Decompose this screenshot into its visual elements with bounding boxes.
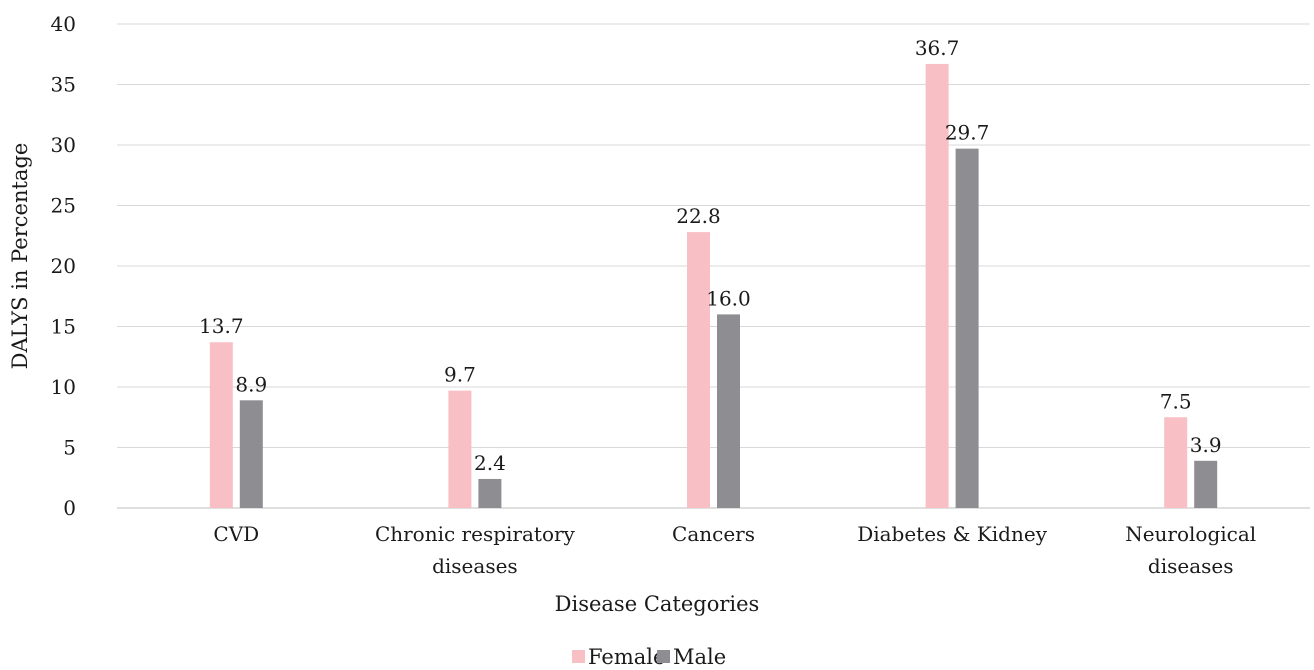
data-labels: 13.7 8.9 9.7 2.4 22.8 16.0 36.7 29.7 7.5 3.9 — [199, 36, 1222, 475]
y-axis-title: DALYS in Percentage — [8, 143, 32, 370]
data-label: 2.4 — [474, 451, 506, 475]
x-category-label: diseases — [1148, 554, 1234, 578]
y-tick-label: 20 — [51, 254, 76, 278]
bar-female — [209, 342, 233, 508]
data-label: 22.8 — [676, 204, 721, 228]
y-tick-label: 10 — [51, 375, 76, 399]
data-label: 7.5 — [1160, 389, 1192, 413]
legend: Female Male — [572, 645, 726, 669]
y-tick-label: 15 — [51, 315, 76, 339]
data-label: 3.9 — [1190, 433, 1222, 457]
x-category-label: Chronic respiratory — [375, 522, 576, 546]
bar-male — [478, 478, 502, 508]
bar-male — [239, 400, 263, 508]
y-tick-label: 0 — [63, 496, 76, 520]
y-tick-label: 40 — [51, 12, 76, 36]
x-category-label: diseases — [432, 554, 518, 578]
y-axis-ticks: 0 5 10 15 20 25 30 35 40 — [51, 12, 76, 520]
bar-female — [448, 390, 472, 508]
bar-male — [955, 148, 979, 508]
x-category-label: Cancers — [672, 522, 755, 546]
x-category-label: Neurological — [1125, 522, 1256, 546]
bars — [209, 63, 1218, 509]
data-label: 13.7 — [199, 314, 244, 338]
x-category-label: Diabetes & Kidney — [857, 522, 1048, 546]
data-label: 36.7 — [915, 36, 960, 60]
data-label: 29.7 — [945, 121, 990, 145]
bar-female — [687, 232, 710, 508]
x-axis-categories: CVD Chronic respiratory diseases Cancers Dia… — [213, 522, 1256, 578]
legend-label-female: Female — [588, 645, 665, 669]
y-tick-label: 25 — [51, 194, 76, 218]
y-tick-label: 35 — [51, 73, 76, 97]
gridlines — [117, 23, 1310, 509]
data-label: 8.9 — [235, 372, 267, 396]
bar-male — [1194, 460, 1218, 508]
legend-swatch-male — [657, 650, 670, 663]
legend-swatch-female — [572, 650, 585, 663]
x-axis-title: Disease Categories — [555, 592, 760, 616]
data-label: 9.7 — [444, 363, 476, 387]
y-tick-label: 30 — [51, 133, 76, 157]
y-tick-label: 5 — [63, 436, 76, 460]
bar-female — [925, 63, 949, 509]
bar-female — [1164, 417, 1188, 508]
bar-male — [717, 314, 740, 508]
legend-label-male: Male — [673, 645, 726, 669]
data-label: 16.0 — [706, 286, 751, 310]
x-category-label: CVD — [213, 522, 259, 546]
